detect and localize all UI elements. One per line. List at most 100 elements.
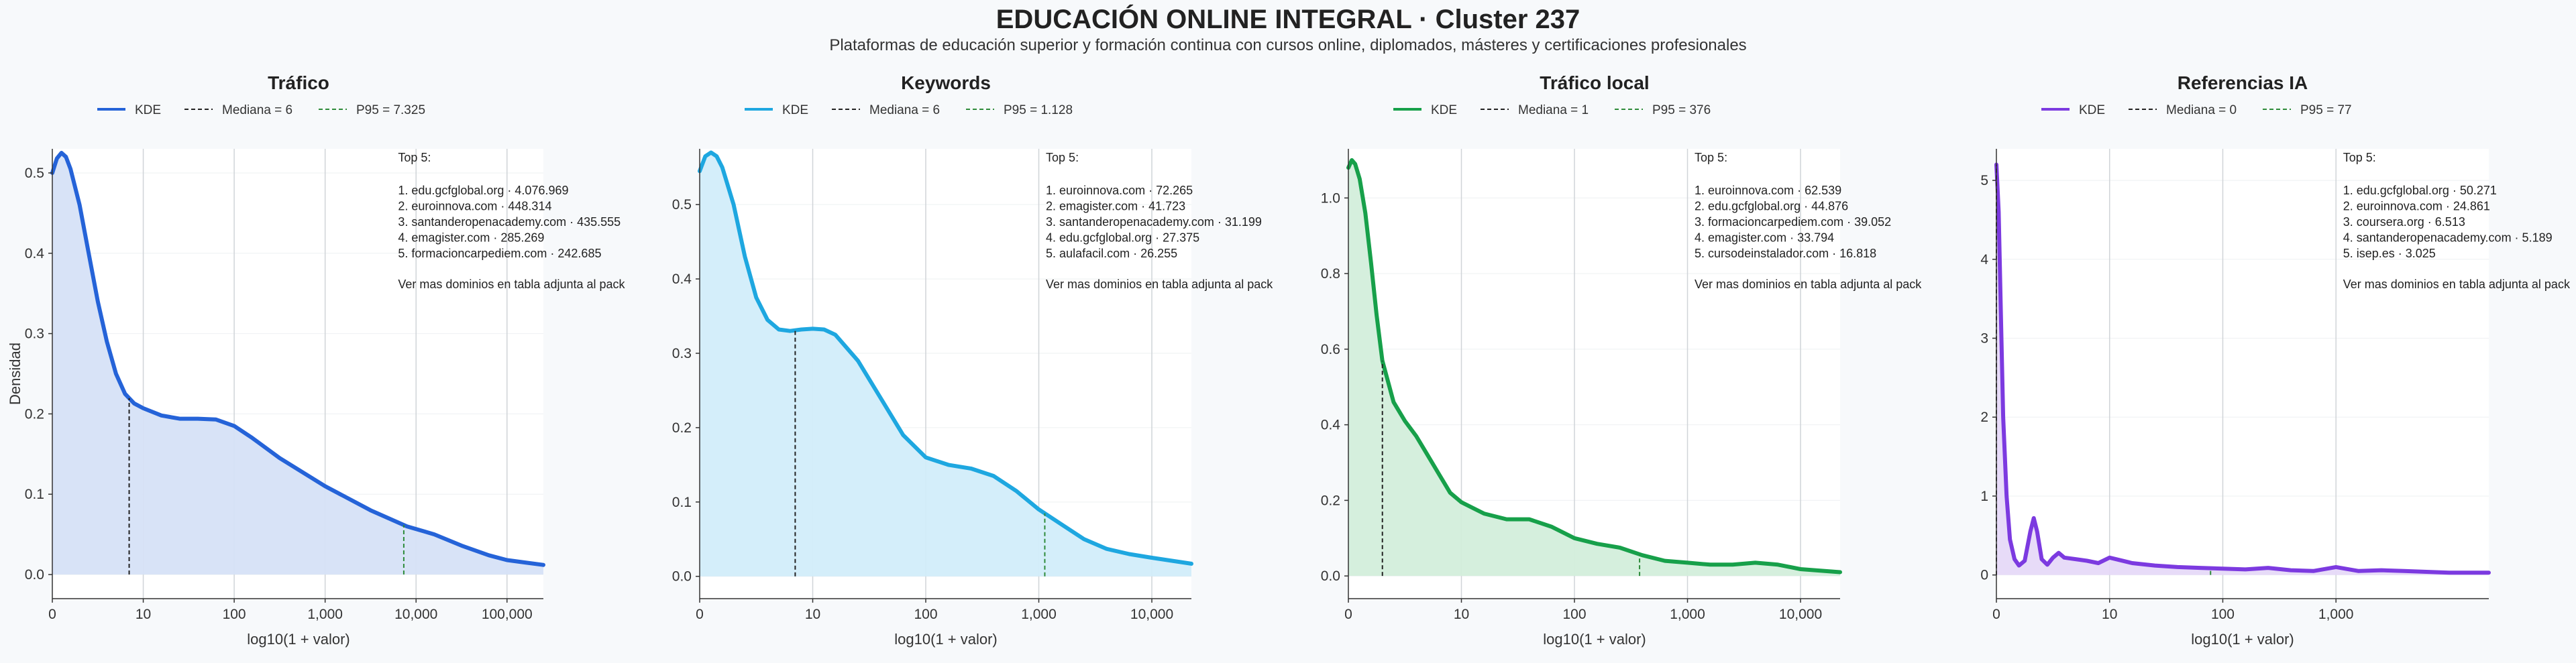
x-tick-label-1: 0 bbox=[1992, 607, 2000, 622]
legend: KDE Mediana = 0 P95 = 77 bbox=[2041, 103, 2352, 117]
legend: KDE Mediana = 1 P95 = 376 bbox=[1393, 103, 1711, 117]
y-tick-label-6: 0.5 bbox=[25, 166, 44, 181]
top5-item-4: 4. edu.gcfglobal.org · 27.375 bbox=[1046, 231, 1199, 245]
plot-area bbox=[1996, 149, 2489, 599]
top5-note: Ver mas dominios en tabla adjunta al pac… bbox=[1046, 278, 1273, 291]
y-tick-label-1: 0.0 bbox=[672, 569, 692, 585]
legend-label-2: Mediana = 0 bbox=[2166, 103, 2237, 117]
y-tick-label-1: 0 bbox=[1980, 568, 1988, 583]
x-tick-label-1: 0 bbox=[48, 607, 56, 622]
top5-title: Top 5: bbox=[1695, 151, 1727, 164]
x-tick-label-6: 100,000 bbox=[482, 607, 533, 622]
top5-item-4: 4. emagister.com · 285.269 bbox=[398, 231, 544, 245]
x-tick-label-5: 10,000 bbox=[394, 607, 437, 622]
y-tick-label-4: 0.3 bbox=[25, 326, 44, 342]
legend-label-2: Mediana = 6 bbox=[222, 103, 292, 117]
top5-note: Ver mas dominios en tabla adjunta al pac… bbox=[2343, 278, 2571, 291]
y-tick-label-4: 3 bbox=[1980, 331, 1988, 347]
top5-item-3: 3. santanderopenacademy.com · 435.555 bbox=[398, 215, 621, 229]
legend-label-2: Mediana = 6 bbox=[869, 103, 940, 117]
x-tick-label-5: 10,000 bbox=[1779, 607, 1822, 622]
x-tick-label-2: 10 bbox=[2102, 607, 2117, 622]
y-tick-label-2: 1 bbox=[1980, 489, 1988, 504]
y-tick-label-5: 0.4 bbox=[25, 246, 45, 261]
top5-item-4: 4. santanderopenacademy.com · 5.189 bbox=[2343, 231, 2553, 245]
panel-title: Referencias IA bbox=[2178, 72, 2308, 93]
chart-panel-3: Tráfico local KDE Mediana = 1 P95 = 376 0.0 0… bbox=[1321, 72, 1922, 648]
y-tick-label-1: 0.0 bbox=[1321, 568, 1340, 584]
top5-item-1: 1. euroinnova.com · 62.539 bbox=[1695, 184, 1841, 197]
top5-item-2: 2. euroinnova.com · 24.861 bbox=[2343, 200, 2490, 213]
legend-label-1: KDE bbox=[1431, 103, 1457, 117]
top5-item-4: 4. emagister.com · 33.794 bbox=[1695, 231, 1834, 245]
top5-item-5: 5. formacioncarpediem.com · 242.685 bbox=[398, 247, 601, 260]
top5-item-2: 2. emagister.com · 41.723 bbox=[1046, 200, 1185, 213]
panel-title: Tráfico bbox=[268, 72, 329, 93]
figure-subtitle: Plataformas de educación superior y form… bbox=[829, 36, 1746, 54]
top5-item-2: 2. edu.gcfglobal.org · 44.876 bbox=[1695, 200, 1848, 213]
legend-label-3: P95 = 77 bbox=[2300, 103, 2352, 117]
x-tick-label-2: 10 bbox=[136, 607, 151, 622]
top5-item-1: 1. edu.gcfglobal.org · 50.271 bbox=[2343, 184, 2497, 197]
top5-item-3: 3. coursera.org · 6.513 bbox=[2343, 215, 2465, 229]
x-tick-label-3: 100 bbox=[2211, 607, 2235, 622]
kde-curve bbox=[698, 150, 1193, 566]
legend-label-1: KDE bbox=[782, 103, 808, 117]
chart-panel-4: Referencias IA KDE Mediana = 0 P95 = 77 0 1 2 3… bbox=[1980, 72, 2571, 648]
y-tick-label-2: 0.2 bbox=[1321, 493, 1340, 508]
y-tick-label-3: 0.2 bbox=[672, 420, 692, 436]
top5-item-1: 1. edu.gcfglobal.org · 4.076.969 bbox=[398, 184, 568, 197]
x-axis-label: log10(1 + valor) bbox=[1543, 631, 1646, 648]
panel-title: Tráfico local bbox=[1540, 72, 1649, 93]
x-tick-label-2: 10 bbox=[805, 607, 820, 622]
y-tick-label-6: 1.0 bbox=[1321, 190, 1340, 206]
legend-label-1: KDE bbox=[135, 103, 161, 117]
x-tick-label-3: 100 bbox=[914, 607, 937, 622]
y-tick-label-5: 4 bbox=[1980, 252, 1988, 267]
kde-area bbox=[700, 152, 1191, 577]
top5-item-5: 5. cursodeinstalador.com · 16.818 bbox=[1695, 247, 1876, 260]
kde-curve bbox=[50, 151, 545, 567]
legend: KDE Mediana = 6 P95 = 7.325 bbox=[97, 103, 425, 117]
y-tick-label-5: 0.8 bbox=[1321, 266, 1340, 282]
y-tick-label-3: 0.4 bbox=[1321, 418, 1341, 433]
x-tick-label-4: 1,000 bbox=[1021, 607, 1057, 622]
x-axis-label: log10(1 + valor) bbox=[2191, 631, 2294, 648]
legend-label-3: P95 = 1.128 bbox=[1004, 103, 1073, 117]
panel-title: Keywords bbox=[901, 72, 991, 93]
y-tick-label-4: 0.6 bbox=[1321, 342, 1340, 357]
y-tick-label-3: 0.2 bbox=[25, 406, 44, 422]
top5-note: Ver mas dominios en tabla adjunta al pac… bbox=[1695, 278, 1922, 291]
x-tick-label-3: 100 bbox=[1562, 607, 1586, 622]
y-tick-label-5: 0.4 bbox=[672, 272, 692, 287]
x-tick-label-2: 10 bbox=[1454, 607, 1469, 622]
y-tick-label-2: 0.1 bbox=[672, 495, 692, 510]
top5-item-5: 5. aulafacil.com · 26.255 bbox=[1046, 247, 1177, 260]
y-tick-label-6: 0.5 bbox=[672, 197, 692, 213]
y-tick-label-4: 0.3 bbox=[672, 346, 692, 361]
kde-curve bbox=[1346, 158, 1842, 575]
y-tick-label-1: 0.0 bbox=[25, 567, 44, 583]
y-tick-label-3: 2 bbox=[1980, 410, 1988, 425]
figure-title: EDUCACIÓN ONLINE INTEGRAL · Cluster 237 bbox=[996, 3, 1580, 34]
chart-panel-2: Keywords KDE Mediana = 6 P95 = 1.128 0.0 0.1 0… bbox=[672, 72, 1273, 648]
top5-note: Ver mas dominios en tabla adjunta al pac… bbox=[398, 278, 625, 291]
x-axis-label: log10(1 + valor) bbox=[247, 631, 350, 648]
top5-item-3: 3. formacioncarpediem.com · 39.052 bbox=[1695, 215, 1891, 229]
x-tick-label-4: 1,000 bbox=[2318, 607, 2354, 622]
kde-area bbox=[1348, 160, 1840, 577]
y-tick-label-6: 5 bbox=[1980, 173, 1988, 188]
top5-title: Top 5: bbox=[1046, 151, 1079, 164]
kde-curve bbox=[1994, 162, 2491, 575]
x-axis-label: log10(1 + valor) bbox=[894, 631, 997, 648]
x-tick-label-1: 0 bbox=[696, 607, 704, 622]
top5-item-5: 5. isep.es · 3.025 bbox=[2343, 247, 2436, 260]
x-tick-label-4: 1,000 bbox=[307, 607, 343, 622]
top5-item-1: 1. euroinnova.com · 72.265 bbox=[1046, 184, 1193, 197]
y-axis-label: Densidad bbox=[7, 343, 23, 405]
legend-label-2: Mediana = 1 bbox=[1518, 103, 1589, 117]
x-tick-label-3: 100 bbox=[223, 607, 246, 622]
top5-item-3: 3. santanderopenacademy.com · 31.199 bbox=[1046, 215, 1262, 229]
legend-label-3: P95 = 7.325 bbox=[356, 103, 425, 117]
